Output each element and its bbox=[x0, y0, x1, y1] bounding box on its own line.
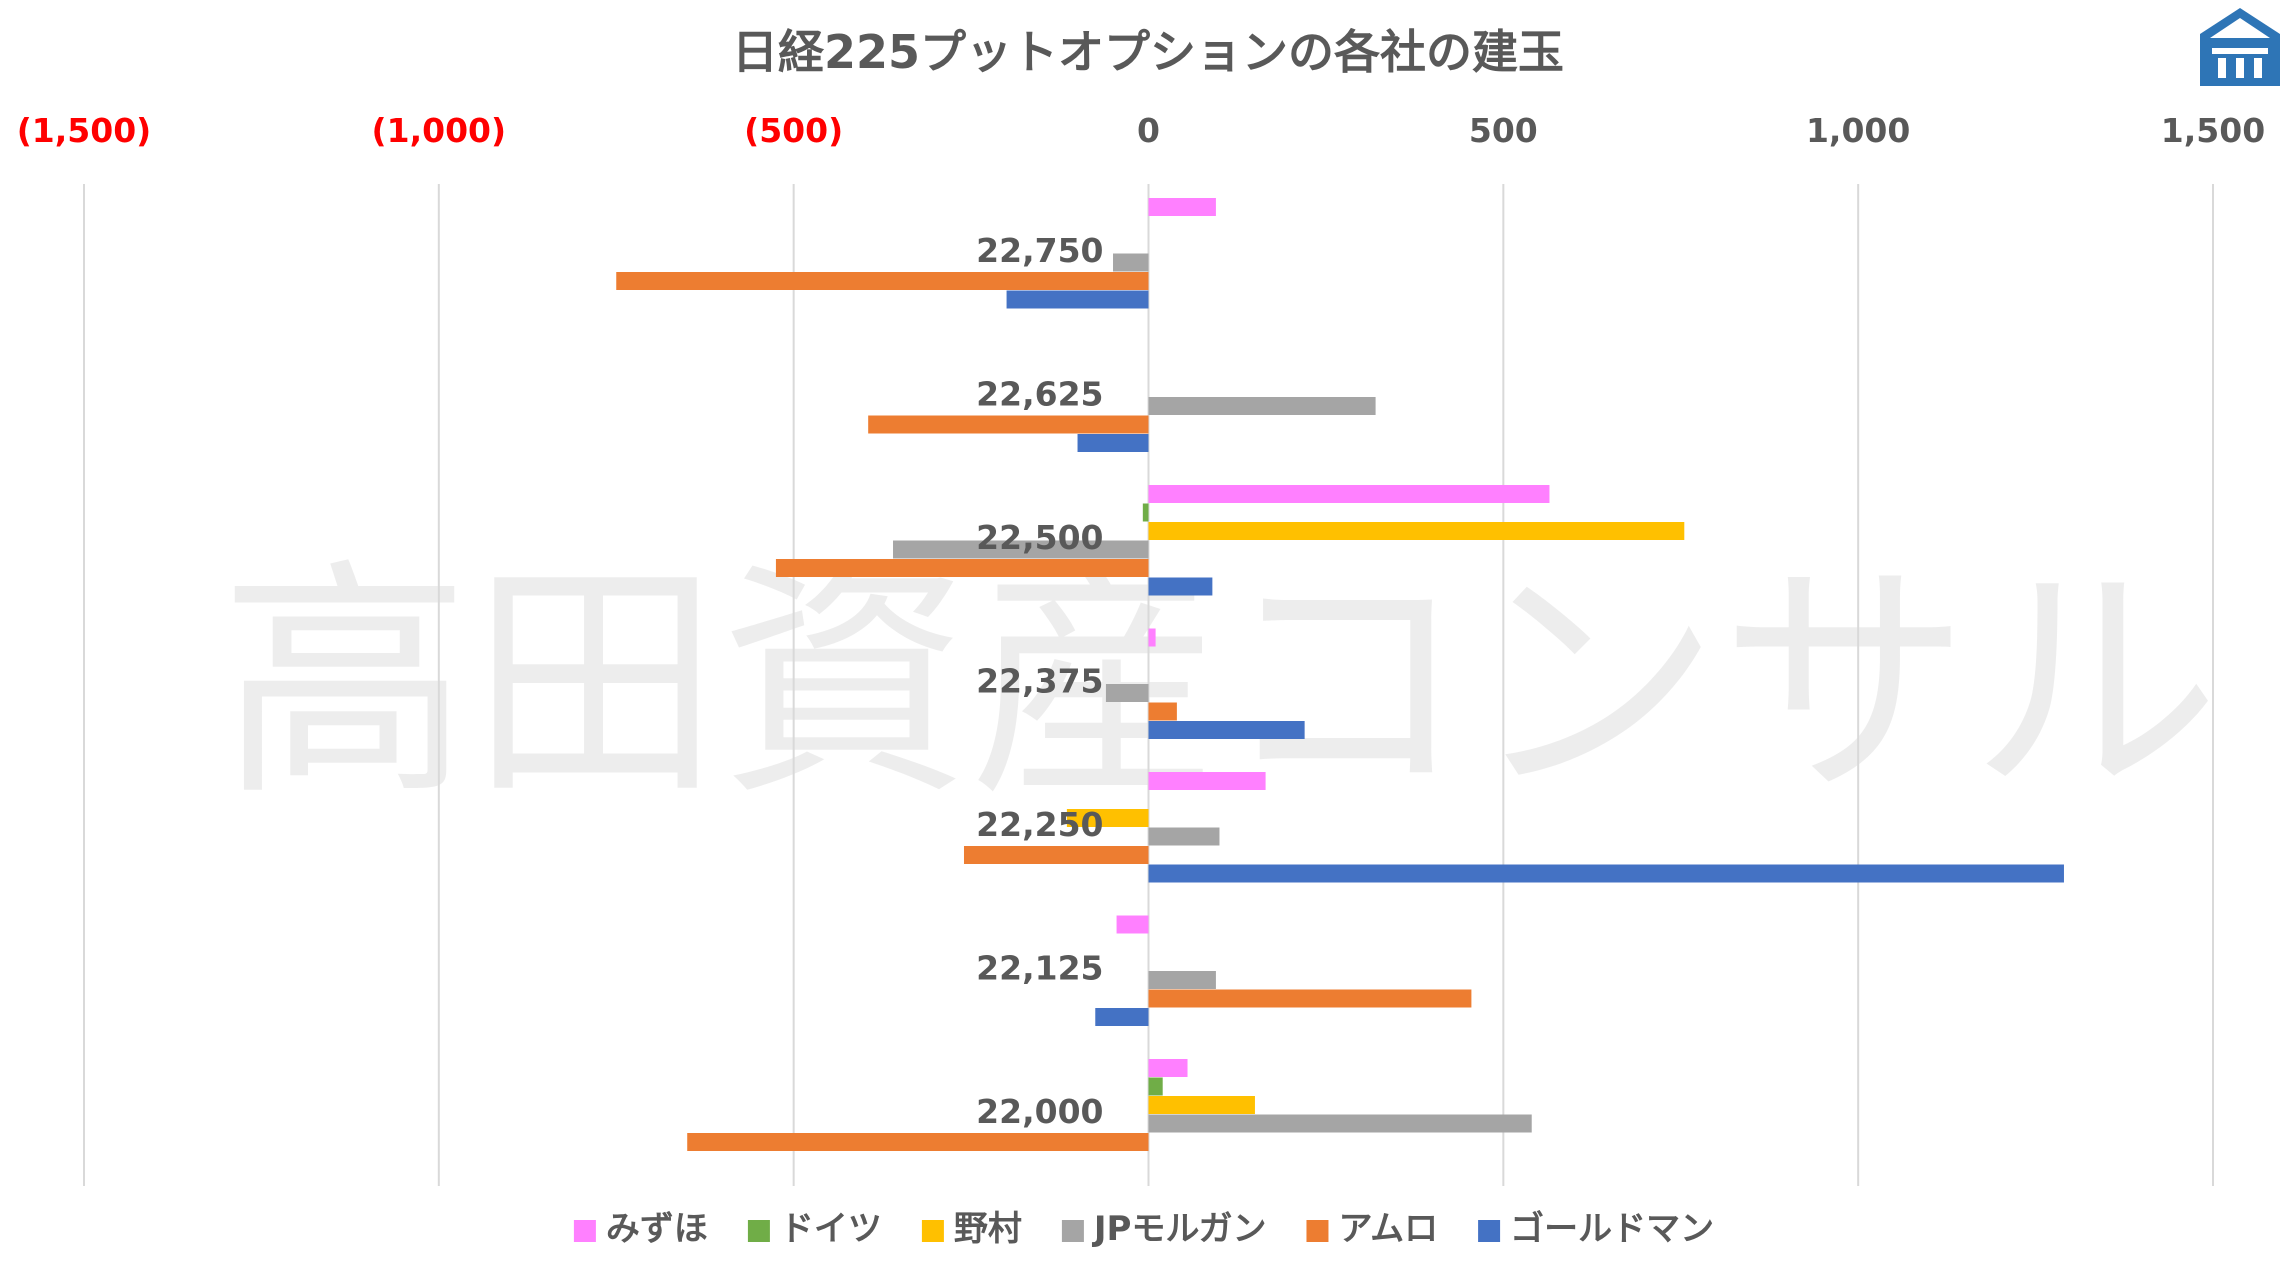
bar-0-3 bbox=[1113, 253, 1149, 272]
x-axis-ticks: (1,500) (1,000) (500) 0 500 1,000 1,500 bbox=[17, 111, 2265, 150]
legend-label-4: アムロ bbox=[1338, 1209, 1438, 1249]
category-label-6: 22,000 bbox=[976, 1092, 1103, 1131]
bar-2-3 bbox=[893, 540, 1149, 559]
x-tick-label-5: 1,000 bbox=[1806, 111, 1910, 150]
bar-1-3 bbox=[1148, 397, 1376, 415]
legend-swatch-3 bbox=[1061, 1220, 1084, 1242]
bar-5-4 bbox=[1148, 989, 1472, 1008]
bars bbox=[616, 198, 2064, 1151]
chart-title: 日経225プットオプションの各社の建玉 bbox=[732, 25, 1564, 79]
legend-swatch-2 bbox=[921, 1220, 944, 1242]
gridlines bbox=[83, 184, 2214, 1186]
bar-5-3 bbox=[1148, 971, 1216, 989]
bar-4-3 bbox=[1148, 827, 1220, 846]
bar-2-0 bbox=[1148, 485, 1550, 503]
bar-3-4 bbox=[1148, 702, 1177, 721]
bar-2-5 bbox=[1148, 577, 1213, 596]
bar-4-2 bbox=[1066, 809, 1149, 827]
bar-5-5 bbox=[1095, 1008, 1149, 1026]
x-tick-label-0: (1,500) bbox=[17, 111, 152, 150]
x-tick-label-6: 1,500 bbox=[2161, 111, 2265, 150]
legend-label-1: ドイツ bbox=[780, 1209, 882, 1249]
category-labels: 22,750 22,625 22,500 22,375 22,250 22,125 22,0… bbox=[976, 231, 1103, 1131]
legend-swatch-5 bbox=[1478, 1220, 1501, 1242]
bar-3-5 bbox=[1148, 721, 1305, 739]
x-tick-label-3: 0 bbox=[1137, 111, 1160, 150]
bar-5-0 bbox=[1116, 915, 1149, 934]
bar-4-4 bbox=[963, 846, 1149, 864]
legend-label-5: ゴールドマン bbox=[1510, 1209, 1714, 1249]
legend-label-2: 野村 bbox=[954, 1209, 1022, 1249]
bar-6-0 bbox=[1148, 1059, 1188, 1077]
legend-item-5: ゴールドマン bbox=[1478, 1209, 1714, 1249]
x-tick-label-1: (1,000) bbox=[372, 111, 507, 150]
legend: みずほ ドイツ 野村 JPモルガン アムロ ゴールドマン bbox=[573, 1209, 1714, 1249]
bar-6-3 bbox=[1148, 1114, 1532, 1133]
bar-1-5 bbox=[1077, 434, 1149, 452]
category-label-0: 22,750 bbox=[976, 231, 1103, 270]
bar-6-1 bbox=[1148, 1077, 1163, 1096]
bar-1-4 bbox=[868, 415, 1149, 434]
legend-swatch-0 bbox=[573, 1220, 596, 1242]
bar-6-4 bbox=[687, 1133, 1149, 1151]
legend-item-2: 野村 bbox=[921, 1209, 1022, 1249]
bar-0-5 bbox=[1006, 290, 1149, 309]
bar-2-4 bbox=[775, 559, 1149, 577]
legend-item-1: ドイツ bbox=[747, 1209, 882, 1249]
legend-label-0: みずほ bbox=[606, 1209, 708, 1249]
bar-0-4 bbox=[616, 272, 1149, 290]
legend-swatch-1 bbox=[747, 1220, 770, 1242]
legend-label-3: JPモルガン bbox=[1092, 1209, 1267, 1249]
category-label-2: 22,500 bbox=[976, 518, 1103, 557]
category-label-5: 22,125 bbox=[976, 949, 1103, 988]
bar-2-1 bbox=[1142, 503, 1149, 522]
legend-item-3: JPモルガン bbox=[1061, 1209, 1267, 1249]
category-label-4: 22,250 bbox=[976, 805, 1103, 844]
x-tick-label-4: 500 bbox=[1469, 111, 1538, 150]
bar-3-3 bbox=[1105, 684, 1149, 702]
bar-0-0 bbox=[1148, 198, 1216, 216]
bar-6-2 bbox=[1148, 1096, 1255, 1114]
category-label-3: 22,375 bbox=[976, 662, 1103, 701]
logo-icon bbox=[2200, 8, 2280, 86]
bar-4-0 bbox=[1148, 772, 1266, 790]
bar-4-5 bbox=[1148, 864, 2064, 883]
legend-swatch-4 bbox=[1306, 1220, 1329, 1242]
bar-3-0 bbox=[1148, 628, 1156, 647]
x-tick-label-2: (500) bbox=[744, 111, 843, 150]
category-label-1: 22,625 bbox=[976, 375, 1103, 414]
bar-2-2 bbox=[1148, 522, 1685, 540]
legend-item-0: みずほ bbox=[573, 1209, 708, 1249]
legend-item-4: アムロ bbox=[1306, 1209, 1438, 1249]
